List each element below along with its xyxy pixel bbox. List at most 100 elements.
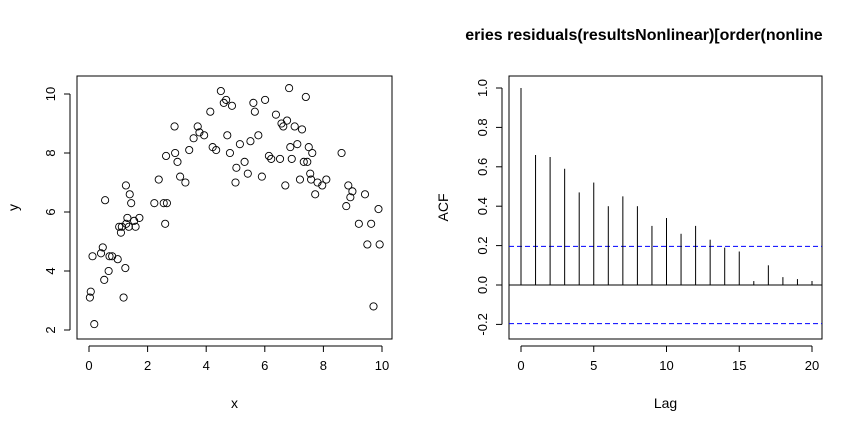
scatter-points [85, 84, 384, 329]
scatter-point [367, 219, 376, 228]
scatter-point [264, 151, 273, 160]
scatter-x-tick-label: 8 [320, 358, 327, 373]
acf-y-tick-label: 0.4 [475, 197, 490, 215]
scatter-point [306, 169, 315, 178]
scatter-point [222, 95, 231, 104]
acf-y-tick-label: 0.8 [475, 118, 490, 136]
scatter-point [150, 199, 159, 208]
scatter-point [96, 249, 106, 258]
scatter-point [295, 175, 305, 184]
scatter-point [293, 140, 302, 149]
acf-x-tick-label: 5 [590, 358, 597, 373]
scatter-point [249, 98, 258, 107]
scatter-x-axis-label: x [231, 395, 238, 411]
scatter-point [181, 178, 190, 187]
scatter-y-tick-label: 2 [43, 326, 58, 333]
acf-x-axis: 0 5 10 15 20 [517, 345, 819, 373]
scatter-point [90, 320, 99, 329]
acf-y-tick-label: -0.2 [475, 313, 490, 335]
scatter-point [176, 172, 185, 181]
scatter-point [88, 252, 97, 261]
scatter-point [344, 181, 353, 190]
scatter-point [342, 202, 351, 211]
scatter-point [162, 151, 171, 160]
scatter-point [354, 219, 363, 228]
scatter-point [235, 140, 244, 149]
scatter-y-tick-label: 6 [43, 208, 58, 215]
scatter-point [279, 122, 288, 131]
scatter-point [231, 178, 240, 187]
scatter-point [301, 92, 310, 101]
acf-x-tick-label: 15 [732, 358, 746, 373]
scatter-point [206, 107, 215, 116]
scatter-point [185, 145, 194, 155]
scatter-point [121, 181, 130, 190]
scatter-x-tick-label: 2 [144, 358, 151, 373]
scatter-point [246, 137, 255, 146]
scatter-point [281, 181, 290, 190]
scatter-y-tick-label: 4 [43, 267, 58, 274]
scatter-point [122, 219, 131, 228]
acf-x-tick-label: 0 [517, 358, 524, 373]
scatter-point [286, 143, 295, 152]
scatter-point [171, 148, 180, 158]
scatter-point [311, 190, 320, 199]
scatter-point [113, 255, 122, 264]
scatter-point [304, 143, 313, 152]
scatter-point [161, 219, 170, 228]
scatter-point [121, 263, 130, 273]
scatter-point [232, 163, 241, 172]
scatter-point [313, 178, 322, 187]
scatter-point [115, 222, 124, 231]
scatter-point [369, 302, 378, 311]
scatter-point [101, 196, 110, 205]
scatter-point [189, 134, 198, 143]
scatter-panel: 0 2 4 6 8 10 2 4 6 8 10 x y [5, 75, 393, 411]
scatter-point [307, 175, 316, 184]
scatter-point [261, 95, 270, 104]
acf-bars [520, 88, 813, 285]
scatter-point [173, 157, 182, 166]
scatter-point [360, 190, 370, 199]
scatter-point [223, 131, 232, 140]
scatter-point [271, 110, 280, 119]
scatter-point [195, 128, 204, 137]
scatter-point [346, 193, 355, 202]
scatter-point [290, 122, 299, 131]
scatter-point [348, 187, 357, 196]
acf-x-tick-label: 10 [659, 358, 673, 373]
scatter-point [243, 169, 252, 178]
scatter-point [105, 252, 114, 261]
scatter-point [287, 154, 296, 163]
scatter-point [322, 175, 331, 184]
scatter-point [123, 213, 132, 222]
scatter-point [170, 122, 179, 131]
scatter-x-tick-label: 0 [85, 358, 92, 373]
scatter-point [131, 222, 140, 231]
scatter-point [240, 157, 249, 166]
scatter-y-axis-label: y [5, 204, 21, 211]
scatter-point [154, 175, 163, 184]
scatter-point [135, 213, 144, 222]
scatter-point [85, 293, 94, 302]
scatter-point [254, 131, 263, 140]
scatter-y-tick-label: 8 [43, 149, 58, 156]
scatter-y-tick-label: 10 [43, 87, 58, 101]
scatter-plot-frame [76, 75, 393, 340]
scatter-point [285, 84, 294, 93]
acf-y-tick-label: 0.0 [475, 276, 490, 294]
scatter-point [283, 116, 292, 125]
scatter-point [297, 125, 307, 134]
scatter-point [375, 240, 384, 249]
scatter-point [125, 190, 134, 199]
scatter-point [318, 181, 327, 190]
acf-y-tick-label: 0.6 [475, 158, 490, 176]
acf-plot-frame [508, 75, 823, 340]
scatter-point [100, 275, 109, 284]
scatter-point [257, 172, 266, 181]
scatter-point [162, 199, 171, 208]
scatter-point [227, 101, 237, 110]
acf-y-tick-label: 0.2 [475, 237, 490, 255]
